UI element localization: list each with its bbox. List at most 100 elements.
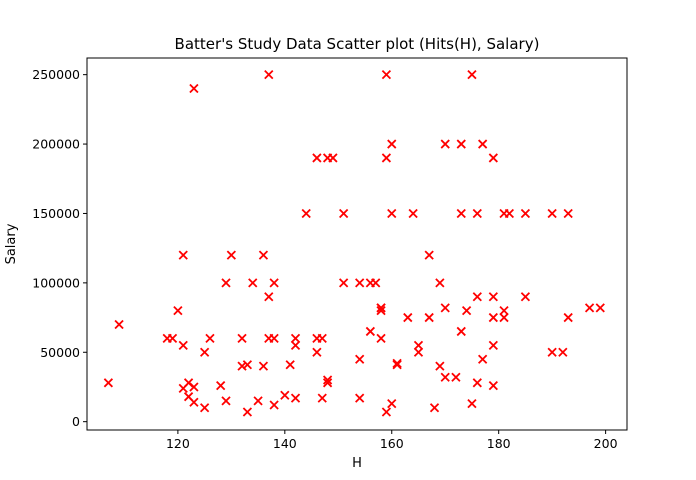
data-point-stroke xyxy=(322,375,333,385)
data-point xyxy=(413,347,424,357)
data-point xyxy=(456,326,466,337)
data-point-stroke xyxy=(467,70,477,80)
data-point-stroke xyxy=(167,333,178,344)
x-tick-label: 180 xyxy=(487,436,511,451)
data-point-stroke xyxy=(290,393,301,403)
data-point-stroke xyxy=(173,305,183,316)
data-point-stroke xyxy=(563,208,573,219)
data-point-stroke xyxy=(563,312,573,323)
data-point xyxy=(563,312,573,323)
data-point-stroke xyxy=(312,153,322,163)
data-point-stroke xyxy=(189,83,199,94)
data-point xyxy=(355,278,365,288)
data-point-stroke xyxy=(456,208,466,219)
data-point xyxy=(547,347,557,357)
data-point xyxy=(488,340,498,350)
data-point xyxy=(461,305,472,316)
data-point-stroke xyxy=(285,360,295,370)
data-point xyxy=(178,340,188,350)
data-point-stroke xyxy=(472,378,482,388)
data-point-stroke xyxy=(435,361,445,371)
data-point xyxy=(376,305,386,316)
data-point xyxy=(499,305,509,316)
data-point-stroke xyxy=(264,292,274,302)
data-point-stroke xyxy=(478,354,488,364)
data-point xyxy=(290,393,301,403)
data-point xyxy=(478,354,488,364)
data-point-stroke xyxy=(338,278,349,288)
data-point xyxy=(472,208,482,219)
data-point xyxy=(435,361,445,371)
data-point-stroke xyxy=(488,292,498,302)
data-point xyxy=(355,393,365,403)
y-tick-label: 50000 xyxy=(40,345,80,360)
data-point xyxy=(376,303,386,313)
data-point-stroke xyxy=(440,139,450,149)
data-point-stroke xyxy=(216,380,226,391)
data-point-stroke xyxy=(258,361,269,371)
data-point xyxy=(547,208,557,219)
data-point xyxy=(280,390,290,400)
data-point xyxy=(242,407,253,417)
data-point xyxy=(520,208,531,219)
data-point-stroke xyxy=(547,347,557,357)
data-point-stroke xyxy=(435,278,445,288)
data-point-stroke xyxy=(253,396,263,406)
x-tick-label: 140 xyxy=(273,436,297,451)
data-point-stroke xyxy=(280,390,290,400)
data-markers xyxy=(103,70,605,417)
data-point xyxy=(167,333,178,344)
data-point-stroke xyxy=(237,361,247,371)
data-point xyxy=(178,250,188,260)
data-point-stroke xyxy=(199,403,210,413)
data-point-stroke xyxy=(338,208,349,219)
data-point xyxy=(563,208,573,219)
y-tick-label: 200000 xyxy=(32,137,80,152)
data-point xyxy=(381,407,392,417)
data-point xyxy=(237,333,247,344)
axis-ticks: 120 140 160 180 200 0 50000 100000 150000 200000 2… xyxy=(32,67,617,451)
data-point-stroke xyxy=(456,139,466,149)
data-point-stroke xyxy=(408,208,418,219)
data-point xyxy=(221,278,231,288)
data-point xyxy=(408,208,418,219)
data-point-stroke xyxy=(371,278,381,288)
data-point-stroke xyxy=(355,354,365,364)
data-point-stroke xyxy=(413,340,424,350)
data-point xyxy=(199,403,210,413)
data-point-stroke xyxy=(558,347,568,357)
x-tick-label: 120 xyxy=(166,436,190,451)
data-point xyxy=(216,380,226,391)
data-point xyxy=(338,208,349,219)
data-point-stroke xyxy=(355,393,365,403)
data-point-stroke xyxy=(205,333,215,344)
plot-area-frame xyxy=(86,57,628,431)
data-point-stroke xyxy=(387,398,397,409)
data-point xyxy=(103,378,114,388)
data-point-stroke xyxy=(547,208,557,219)
data-point-stroke xyxy=(328,153,338,163)
data-point xyxy=(189,83,199,94)
data-point-stroke xyxy=(301,208,311,219)
data-point xyxy=(392,360,402,370)
data-point xyxy=(189,397,199,407)
data-point-stroke xyxy=(355,278,365,288)
data-point-stroke xyxy=(178,250,188,260)
data-point-stroke xyxy=(424,312,434,323)
data-point-stroke xyxy=(440,303,450,313)
data-point xyxy=(301,208,311,219)
data-point-stroke xyxy=(429,403,440,413)
data-point xyxy=(237,361,247,371)
data-point xyxy=(387,208,397,219)
data-point-stroke xyxy=(103,378,114,388)
data-point-stroke xyxy=(456,326,466,337)
data-point xyxy=(264,70,274,80)
data-point-stroke xyxy=(290,333,301,344)
data-point-stroke xyxy=(499,305,509,316)
data-point xyxy=(440,372,450,382)
data-point-stroke xyxy=(488,380,498,391)
data-point-stroke xyxy=(488,312,498,323)
data-point xyxy=(472,378,482,388)
